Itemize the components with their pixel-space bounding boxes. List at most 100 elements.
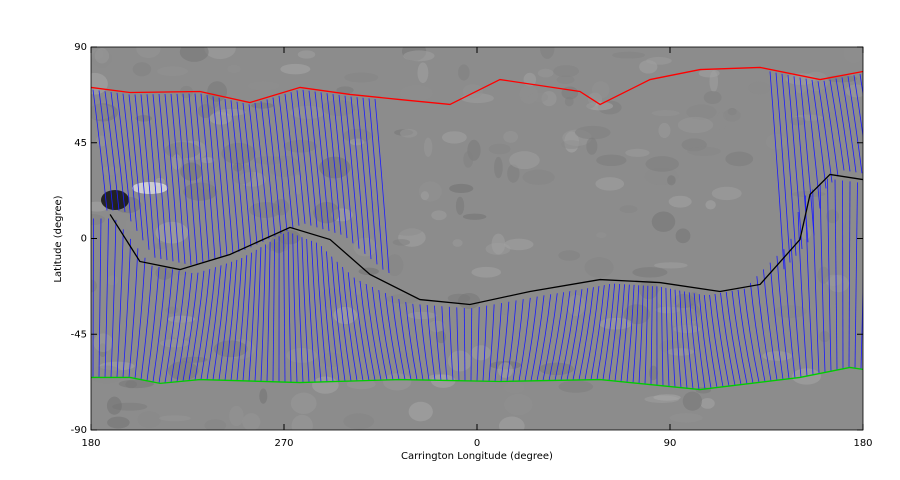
texture (204, 47, 236, 60)
texture (91, 279, 97, 293)
texture (558, 380, 594, 393)
texture (125, 217, 138, 232)
field-line (200, 267, 216, 380)
field-line (110, 91, 126, 212)
y-tick-label: 45 (74, 138, 87, 149)
field-line (260, 244, 266, 382)
texture (705, 200, 716, 210)
field-line (301, 237, 310, 383)
texture (132, 62, 152, 77)
texture (596, 154, 627, 167)
texture (791, 191, 826, 198)
texture (686, 104, 717, 120)
field-line (359, 280, 376, 381)
field-line (331, 256, 346, 382)
field-line (278, 95, 294, 229)
field-line (170, 93, 186, 264)
field-line (146, 266, 160, 381)
field-line (530, 295, 545, 381)
field-line (560, 290, 577, 381)
texture (507, 164, 520, 183)
field-line (391, 296, 406, 380)
texture (259, 388, 268, 404)
texture (106, 275, 119, 286)
texture (762, 351, 792, 361)
texture (120, 150, 143, 158)
texture (297, 50, 316, 59)
texture (346, 379, 376, 390)
field-line (817, 81, 833, 183)
field-line (797, 212, 808, 377)
field-line (212, 263, 227, 381)
texture (91, 49, 112, 68)
y-tick-label: -45 (71, 329, 87, 340)
field-line (140, 94, 156, 258)
texture (471, 266, 502, 278)
field-line (769, 262, 784, 380)
field-line (775, 72, 791, 263)
texture (290, 392, 317, 415)
field-line (743, 288, 760, 383)
field-line (665, 287, 670, 387)
field-line (596, 284, 610, 380)
field-line (371, 286, 388, 381)
field-line (104, 218, 109, 378)
texture (632, 267, 668, 278)
texture (574, 125, 611, 140)
texture (471, 345, 491, 361)
field-line (248, 249, 257, 382)
texture (158, 415, 191, 422)
texture (135, 115, 153, 122)
field-line (660, 286, 664, 386)
field-line (434, 305, 442, 381)
field-line (116, 92, 132, 222)
texture (503, 381, 525, 394)
field-line (827, 178, 832, 372)
texture (441, 131, 467, 144)
texture (463, 151, 474, 168)
field-line (146, 94, 162, 259)
texture (136, 47, 161, 59)
field-line (518, 297, 531, 382)
field-line (763, 269, 778, 381)
texture (462, 84, 483, 99)
field-line (236, 255, 248, 381)
field-line (829, 79, 845, 171)
field-line (206, 265, 222, 380)
texture (658, 122, 671, 139)
texture (651, 110, 680, 117)
texture (564, 96, 574, 107)
field-line (292, 233, 298, 383)
texture (272, 199, 290, 216)
field-line (584, 286, 600, 380)
texture (586, 137, 598, 155)
texture (682, 391, 703, 411)
texture (403, 50, 435, 62)
field-line (578, 287, 594, 381)
texture (349, 138, 365, 146)
texture (595, 177, 625, 191)
field-line (248, 104, 264, 242)
x-tick-label: 0 (474, 438, 480, 449)
field-line (731, 290, 748, 384)
texture (367, 201, 379, 213)
field-line (176, 93, 192, 265)
texture (353, 237, 378, 257)
texture (386, 254, 404, 277)
texture (675, 228, 691, 244)
texture (656, 287, 681, 308)
sunspot (101, 190, 129, 210)
texture (166, 262, 193, 276)
field-line (314, 91, 330, 232)
field-line (554, 291, 571, 381)
texture (167, 361, 199, 381)
field-line (194, 93, 210, 262)
field-line (158, 269, 173, 384)
texture (157, 66, 188, 77)
field-line (212, 96, 228, 256)
y-tick-label: 0 (81, 234, 87, 245)
field-line (362, 97, 378, 265)
y-axis-label: Latitude (degree) (53, 195, 64, 282)
field-line (506, 300, 517, 382)
texture (567, 294, 586, 317)
